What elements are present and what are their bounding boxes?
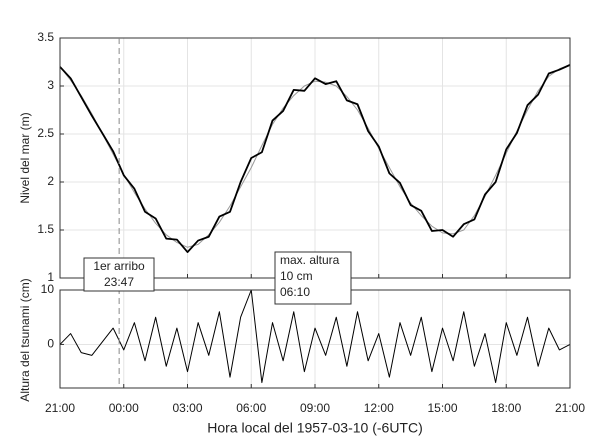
y-tick-label: 0	[47, 337, 54, 351]
annotation-text: max. altura	[280, 253, 340, 267]
y-tick-label: 1.5	[37, 222, 54, 236]
data-line	[59, 64, 571, 253]
y-tick-label: 3	[47, 78, 54, 92]
annotation-text: 23:47	[104, 275, 134, 289]
data-line	[59, 289, 571, 384]
annotation-box	[83, 257, 155, 292]
x-tick-label: 18:00	[491, 401, 521, 415]
x-tick-label: 09:00	[300, 401, 330, 415]
annotation-text: 1er arribo	[93, 259, 145, 273]
y-tick-label: 1	[47, 270, 54, 284]
x-tick-label: 21:00	[555, 401, 585, 415]
x-tick-label: 12:00	[364, 401, 394, 415]
y-tick-label: 2.5	[37, 126, 54, 140]
x-tick-label: 06:00	[236, 401, 266, 415]
annotation-box	[274, 251, 352, 305]
y-tick-label: 2	[47, 174, 54, 188]
x-axis-label: Hora local del 1957-03-10 (-6UTC)	[207, 420, 423, 436]
x-tick-label: 00:00	[109, 401, 139, 415]
x-tick-label: 21:00	[45, 401, 75, 415]
x-tick-label: 15:00	[427, 401, 457, 415]
x-tick-label: 03:00	[172, 401, 202, 415]
y-tick-label: 3.5	[37, 30, 54, 44]
y-tick-label: 10	[41, 282, 55, 296]
y-axis-label: Nivel del mar (m)	[18, 112, 32, 203]
annotation-text: 06:10	[280, 285, 310, 299]
annotation-text: 10 cm	[280, 269, 313, 283]
y-axis-label: Altura del tsunami (cm)	[18, 278, 32, 401]
